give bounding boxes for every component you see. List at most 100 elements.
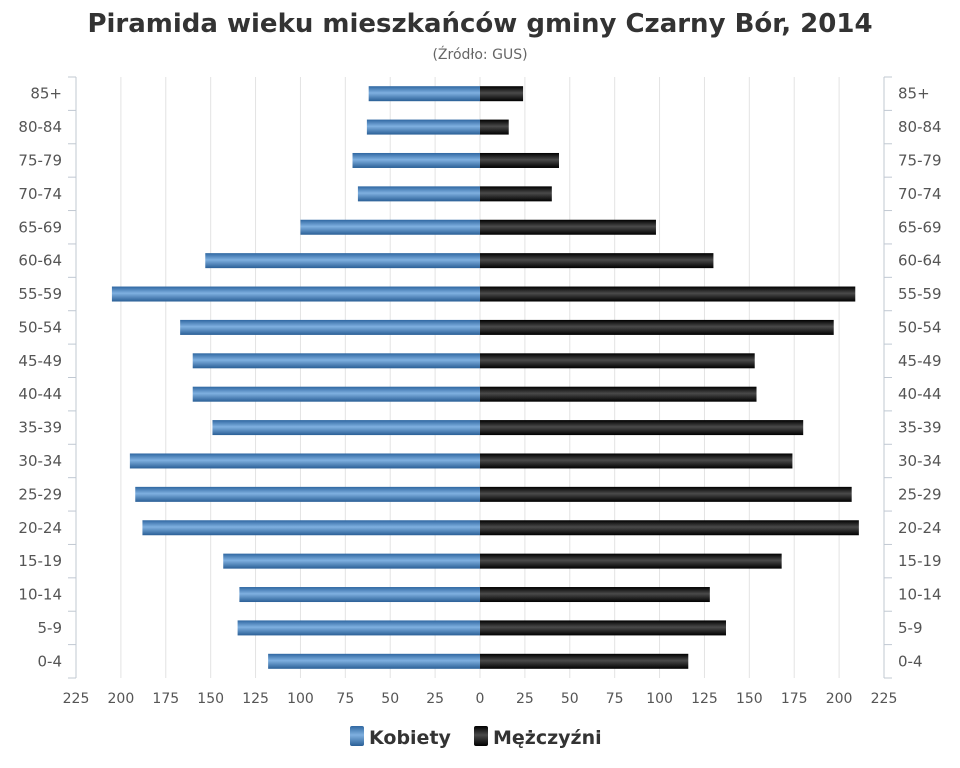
category-label-left: 75-79 — [18, 151, 62, 169]
bar-kobiety — [352, 152, 480, 168]
category-label-left: 40-44 — [18, 385, 62, 403]
category-label-left: 85+ — [30, 85, 62, 103]
category-label-left: 70-74 — [18, 185, 62, 203]
bar-mezczyzni — [480, 286, 856, 302]
category-label-right: 65-69 — [898, 218, 942, 236]
bar-mezczyzni — [480, 553, 782, 569]
category-label-right: 60-64 — [898, 252, 942, 270]
x-tick-label: 125 — [691, 691, 718, 707]
bar-mezczyzni — [480, 319, 834, 335]
category-label-left: 80-84 — [18, 118, 62, 136]
category-label-left: 25-29 — [18, 485, 62, 503]
category-label-left: 5-9 — [38, 619, 63, 637]
category-label-left: 10-14 — [18, 586, 62, 604]
category-label-right: 85+ — [898, 85, 930, 103]
x-tick-label: 125 — [242, 691, 269, 707]
bar-kobiety — [111, 286, 481, 302]
bar-kobiety — [192, 353, 480, 369]
bar-kobiety — [357, 186, 480, 202]
x-tick-label: 200 — [108, 691, 135, 707]
x-tick-label: 100 — [646, 691, 673, 707]
bar-kobiety — [300, 219, 480, 235]
bar-kobiety — [239, 587, 480, 603]
bar-kobiety — [223, 553, 481, 569]
bars — [111, 86, 859, 669]
bar-kobiety — [180, 319, 481, 335]
bar-kobiety — [268, 653, 480, 669]
bar-mezczyzni — [480, 386, 757, 402]
bar-mezczyzni — [480, 186, 552, 202]
bar-kobiety — [366, 119, 480, 135]
bar-kobiety — [129, 453, 480, 469]
x-tick-label: 175 — [781, 691, 808, 707]
x-tick-label: 175 — [152, 691, 179, 707]
legend-label-mezczyzni: Mężczyźni — [493, 727, 602, 749]
category-label-left: 15-19 — [18, 552, 62, 570]
bar-kobiety — [368, 86, 480, 102]
bar-kobiety — [237, 620, 480, 636]
x-tick-label: 75 — [606, 691, 624, 707]
x-tick-label: 150 — [197, 691, 224, 707]
category-label-left: 65-69 — [18, 218, 62, 236]
category-label-right: 10-14 — [898, 586, 942, 604]
category-label-left: 45-49 — [18, 352, 62, 370]
x-tick-label: 150 — [736, 691, 763, 707]
category-label-left: 60-64 — [18, 252, 62, 270]
x-tick-label: 25 — [516, 691, 534, 707]
legend-item-mezczyzni[interactable]: Mężczyźni — [474, 726, 602, 749]
bar-kobiety — [192, 386, 480, 402]
category-label-right: 25-29 — [898, 485, 942, 503]
legend-item-kobiety[interactable]: Kobiety — [350, 726, 452, 749]
bar-mezczyzni — [480, 86, 524, 102]
category-label-right: 55-59 — [898, 285, 942, 303]
category-label-right: 15-19 — [898, 552, 942, 570]
category-label-left: 35-39 — [18, 419, 62, 437]
category-label-right: 20-24 — [898, 519, 942, 537]
x-tick-label: 0 — [476, 691, 485, 707]
category-label-left: 55-59 — [18, 285, 62, 303]
x-tick-label: 225 — [871, 691, 898, 707]
bar-kobiety — [135, 486, 480, 502]
category-label-left: 50-54 — [18, 318, 62, 336]
category-label-right: 35-39 — [898, 419, 942, 437]
chart-title: Piramida wieku mieszkańców gminy Czarny … — [87, 9, 872, 39]
bar-mezczyzni — [480, 453, 793, 469]
bar-mezczyzni — [480, 653, 689, 669]
x-tick-label: 50 — [561, 691, 579, 707]
x-tick-label: 25 — [426, 691, 444, 707]
category-label-right: 50-54 — [898, 318, 942, 336]
category-label-left: 30-34 — [18, 452, 62, 470]
grid-lines — [75, 77, 885, 678]
category-label-left: 0-4 — [38, 652, 63, 670]
bar-mezczyzni — [480, 219, 656, 235]
bar-mezczyzni — [480, 486, 852, 502]
category-label-right: 0-4 — [898, 652, 923, 670]
category-label-right: 75-79 — [898, 151, 942, 169]
bar-mezczyzni — [480, 420, 804, 436]
legend-swatch-mezczyzni — [474, 726, 488, 746]
category-label-right: 30-34 — [898, 452, 942, 470]
category-label-right: 80-84 — [898, 118, 942, 136]
bar-mezczyzni — [480, 620, 726, 636]
bar-mezczyzni — [480, 152, 560, 168]
category-label-left: 20-24 — [18, 519, 62, 537]
legend: Kobiety Mężczyźni — [350, 726, 602, 749]
x-tick-label: 100 — [287, 691, 314, 707]
x-tick-label: 75 — [336, 691, 354, 707]
x-tick-label: 225 — [63, 691, 90, 707]
legend-swatch-kobiety — [350, 726, 364, 746]
category-label-right: 40-44 — [898, 385, 942, 403]
bar-kobiety — [205, 253, 480, 269]
bar-kobiety — [212, 420, 480, 436]
bar-mezczyzni — [480, 353, 755, 369]
bar-mezczyzni — [480, 520, 859, 536]
bar-kobiety — [142, 520, 481, 536]
category-label-right: 5-9 — [898, 619, 923, 637]
bar-mezczyzni — [480, 587, 710, 603]
axes: 225 200 175 150 125 100 75 50 25 0 25 50 75 100 125 150… — [18, 76, 942, 707]
x-tick-label: 50 — [381, 691, 399, 707]
legend-label-kobiety: Kobiety — [369, 727, 452, 749]
bar-mezczyzni — [480, 253, 714, 269]
